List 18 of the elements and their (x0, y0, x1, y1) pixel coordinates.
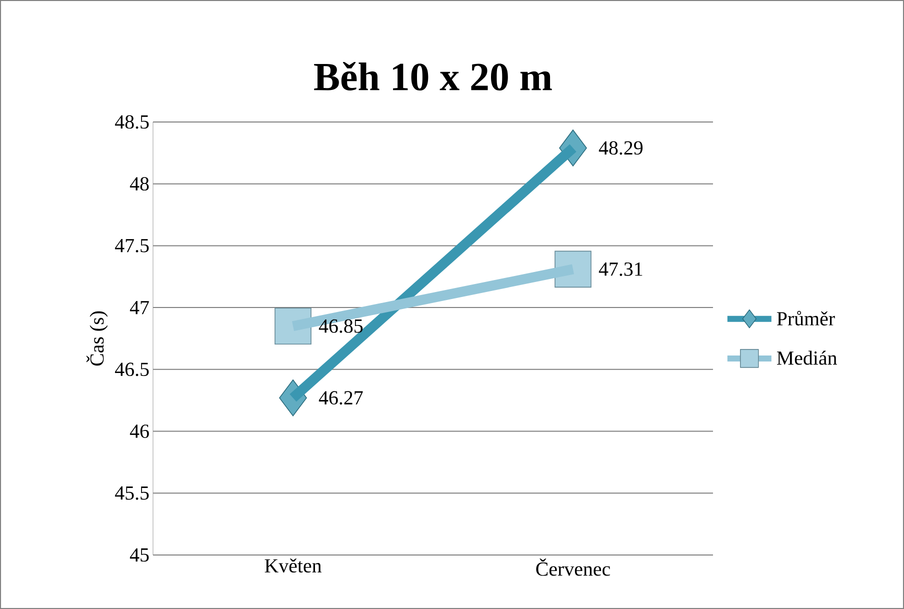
legend-label: Medián (776, 350, 837, 365)
y-tick-label: 48.5 (115, 115, 149, 129)
x-tick-label: Červenec (536, 558, 610, 576)
y-tick-label: 47 (130, 301, 149, 314)
y-tick-label: 46.5 (115, 362, 149, 376)
y-tick-label: 48 (130, 177, 149, 191)
y-tick-label: 45.5 (115, 486, 149, 500)
chart-title: Běh 10 x 20 m (314, 62, 552, 90)
y-tick-label: 46 (130, 424, 149, 438)
legend-label: Průměr (776, 310, 835, 326)
y-tick-label: 45 (130, 548, 149, 562)
data-label: 46.27 (318, 391, 363, 405)
data-label: 46.85 (318, 319, 363, 333)
data-label: 48.29 (598, 141, 643, 155)
y-tick-label: 47.5 (115, 239, 149, 252)
x-tick-label: Květen (264, 558, 322, 573)
data-label: 47.31 (598, 262, 642, 276)
y-axis-title: Čas (s) (86, 311, 108, 366)
